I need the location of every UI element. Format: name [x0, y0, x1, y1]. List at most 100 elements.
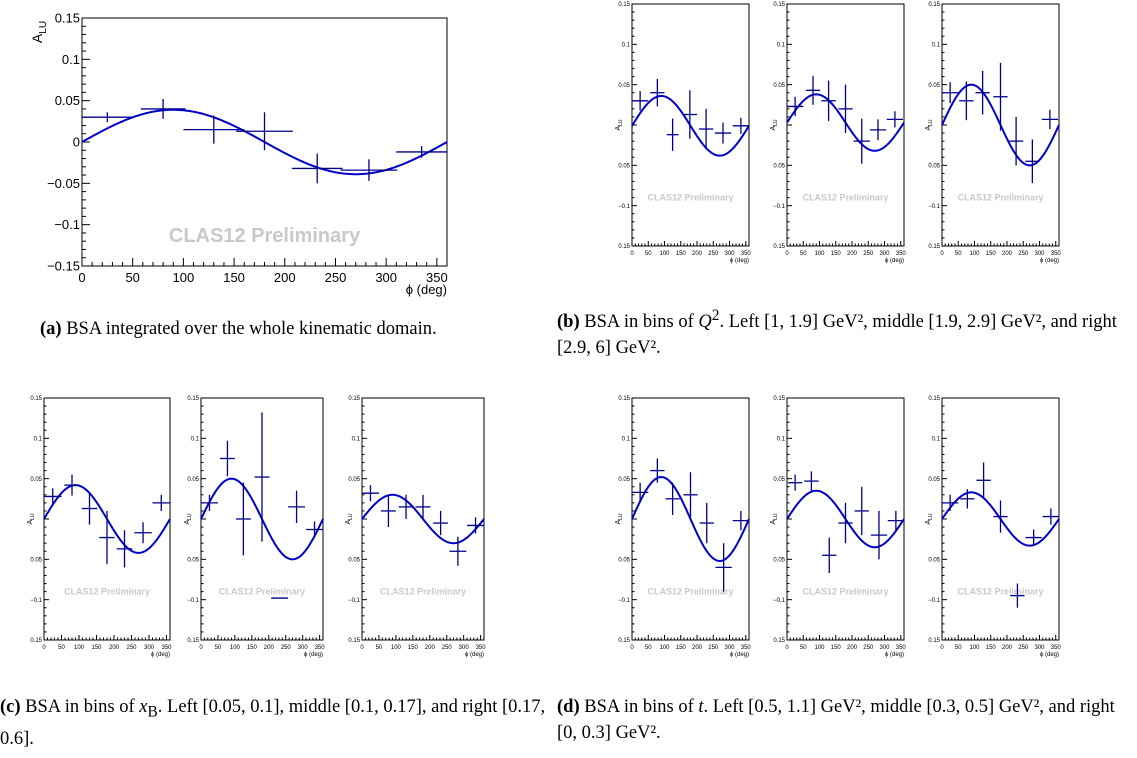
caption-b-sup: 2	[711, 307, 720, 324]
x-tick-label: 150	[831, 251, 842, 257]
x-tick-label: 100	[74, 645, 85, 651]
y-tick-label: 0.05	[928, 557, 940, 563]
x-tick-label: 0	[630, 645, 634, 651]
caption-b-var: Q	[698, 312, 712, 333]
y-tick-label: 0.15	[348, 638, 360, 644]
x-tick-label: 350	[161, 645, 172, 651]
x-tick-label: 0	[785, 645, 789, 651]
caption-c: (c) BSA in bins of xB. Left [0.05, 0.1],…	[0, 694, 555, 752]
x-axis-label: ϕ (deg)	[1040, 652, 1059, 658]
y-axis-label: ALU	[345, 513, 354, 524]
y-tick-label: 0.1	[622, 436, 631, 442]
y-tick-label: 0.05	[618, 477, 630, 483]
y-tick-label: −0.1	[928, 598, 941, 604]
x-tick-label: 200	[425, 645, 436, 651]
watermark-text: CLAS12 Preliminary	[647, 193, 733, 203]
y-axis-label: ALU	[29, 21, 49, 43]
y-tick-label: 0.05	[773, 163, 785, 169]
caption-d-post: . Left [0.5, 1.1] GeV², middle [0.3, 0.5…	[557, 697, 1115, 743]
chart-d-left: 0 50 100 150 200 250 300 350 0.15 −0.1 0.05 0.05 0.1…	[615, 396, 751, 658]
x-tick-label: 50	[645, 251, 652, 257]
x-axis-label: ϕ (deg)	[406, 282, 447, 297]
x-tick-label: 250	[863, 251, 874, 257]
y-tick-label: −0.15	[47, 259, 80, 274]
chart-b-middle: 0 50 100 150 200 250 300 350 0.15 −0.1 0.05 0.05 0.1…	[770, 2, 907, 264]
x-tick-label: 150	[676, 251, 687, 257]
y-tick-label: 0.05	[30, 557, 42, 563]
x-axis-label: ϕ (deg)	[304, 652, 323, 658]
y-tick-label: 0.05	[187, 557, 199, 563]
x-tick-label: 150	[91, 645, 102, 651]
y-tick-label: 0.15	[618, 638, 630, 644]
x-tick-label: 50	[58, 645, 65, 651]
x-tick-label: 0	[360, 645, 364, 651]
x-tick-label: 350	[476, 645, 487, 651]
x-tick-label: 200	[109, 645, 120, 651]
chart-b-left: 0 50 100 150 200 250 300 350 0.15 −0.1 0.05 0.05 0.1…	[615, 2, 752, 264]
x-tick-label: 300	[724, 645, 735, 651]
x-axis-label: ϕ (deg)	[885, 258, 904, 264]
caption-a-text: BSA integrated over the whole kinematic …	[66, 319, 437, 339]
caption-a-label: (a)	[40, 319, 62, 339]
y-axis-label: ALU	[925, 119, 934, 130]
watermark-text: CLAS12 Preliminary	[957, 193, 1043, 203]
chart-d-middle: 0 50 100 150 200 250 300 350 0.15 −0.1 0.05 0.05 0.1…	[770, 396, 906, 658]
y-tick-label: 0.15	[773, 244, 785, 250]
caption-b-pre: BSA in bins of	[584, 312, 699, 333]
x-tick-label: 50	[645, 645, 652, 651]
y-axis-label: ALU	[770, 119, 779, 130]
y-tick-label: 0.1	[777, 436, 786, 442]
fit-curve	[631, 476, 750, 562]
caption-c-pre: BSA in bins of	[25, 697, 140, 717]
caption-b-label: (b)	[557, 312, 580, 333]
y-tick-label: −0.1	[773, 204, 786, 210]
x-tick-label: 150	[831, 645, 842, 651]
x-tick-label: 300	[459, 645, 470, 651]
y-tick-label: −0.1	[348, 598, 361, 604]
y-tick-label: 0.15	[773, 396, 785, 402]
x-tick-label: 100	[969, 645, 980, 651]
x-tick-label: 350	[896, 251, 907, 257]
x-tick-label: 250	[1018, 645, 1029, 651]
x-tick-label: 150	[223, 270, 245, 285]
x-tick-label: 0	[940, 645, 944, 651]
y-tick-label: 0.15	[618, 2, 630, 8]
x-tick-label: 0	[42, 645, 46, 651]
x-tick-label: 350	[741, 251, 752, 257]
x-tick-label: 200	[1002, 645, 1013, 651]
x-tick-label: 250	[126, 645, 137, 651]
y-axis-label: ALU	[925, 513, 934, 524]
x-tick-label: 300	[1034, 251, 1045, 257]
x-tick-label: 300	[724, 251, 735, 257]
x-tick-label: 250	[863, 645, 874, 651]
y-axis-label: ALU	[27, 513, 36, 524]
x-tick-label: 250	[281, 645, 292, 651]
x-tick-label: 250	[708, 251, 719, 257]
x-tick-label: 250	[1018, 251, 1029, 257]
x-axis-label: ϕ (deg)	[1040, 258, 1059, 264]
chart-a: 0 50 100 150 200 250 300 350 −0.15 −0.1 −0.05 0 0.05…	[29, 11, 448, 297]
watermark-text: CLAS12 Preliminary	[380, 587, 466, 597]
x-tick-label: 200	[847, 645, 858, 651]
caption-d-pre: BSA in bins of	[584, 697, 699, 717]
x-tick-label: 150	[408, 645, 419, 651]
x-axis-label: ϕ (deg)	[730, 652, 749, 658]
chart-d-right: 0 50 100 150 200 250 300 350 0.15 −0.1 0.05 0.05 0.1…	[925, 396, 1061, 658]
x-tick-label: 0	[940, 251, 944, 257]
y-axis-label: ALU	[615, 513, 624, 524]
y-tick-label: −0.1	[618, 598, 631, 604]
x-tick-label: 300	[879, 251, 890, 257]
y-tick-label: 0.1	[622, 42, 631, 48]
y-tick-label: 0.05	[55, 93, 80, 108]
x-tick-label: 50	[955, 251, 962, 257]
x-tick-label: 350	[315, 645, 326, 651]
x-tick-label: 300	[144, 645, 155, 651]
watermark-text: CLAS12 Preliminary	[957, 587, 1043, 597]
y-tick-label: 0.15	[55, 11, 80, 26]
chart-c-right: 0 50 100 150 200 250 300 350 0.15 −0.1 0.05 0.05 0.1…	[345, 396, 487, 658]
y-tick-label: 0.05	[618, 557, 630, 563]
x-tick-label: 50	[800, 251, 807, 257]
y-tick-label: 0.1	[352, 436, 361, 442]
y-tick-label: 0.1	[191, 436, 200, 442]
y-tick-label: 0.15	[928, 396, 940, 402]
